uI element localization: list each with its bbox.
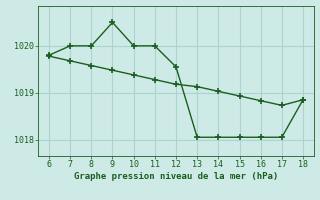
X-axis label: Graphe pression niveau de la mer (hPa): Graphe pression niveau de la mer (hPa) xyxy=(74,172,278,181)
